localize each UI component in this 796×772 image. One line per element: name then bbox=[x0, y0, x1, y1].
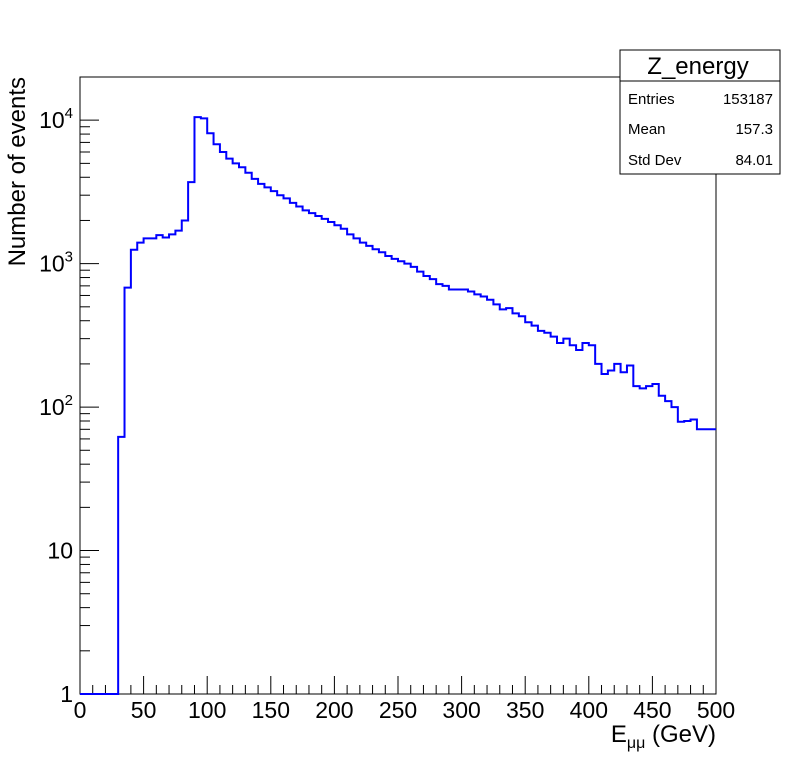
stats-entries-value: 153187 bbox=[723, 91, 773, 108]
x-tick-label: 300 bbox=[442, 697, 480, 723]
stats-stddev-value: 84.01 bbox=[735, 152, 773, 169]
stats-box: Z_energy Entries 153187 Mean 157.3 Std D… bbox=[619, 49, 781, 175]
stats-box-title: Z_energy bbox=[647, 53, 748, 80]
x-tick-label: 350 bbox=[506, 697, 544, 723]
x-tick-label: 100 bbox=[188, 697, 226, 723]
x-axis-ticks bbox=[79, 676, 717, 694]
y-axis-ticks bbox=[80, 76, 99, 695]
x-tick-label: 400 bbox=[570, 697, 608, 723]
x-axis-title: Eμμ (GeV) bbox=[611, 721, 716, 752]
x-tick-label: 450 bbox=[633, 697, 671, 723]
stats-entries-label: Entries bbox=[628, 91, 675, 108]
y-tick-label: 104 bbox=[39, 105, 73, 133]
y-tick-label: 102 bbox=[39, 392, 73, 420]
stats-mean-label: Mean bbox=[628, 121, 666, 138]
x-tick-label: 0 bbox=[74, 697, 87, 723]
y-axis-title: Number of events bbox=[4, 77, 31, 266]
x-tick-label: 50 bbox=[131, 697, 157, 723]
stats-stddev-label: Std Dev bbox=[628, 152, 682, 169]
x-tick-label: 250 bbox=[379, 697, 417, 723]
x-tick-label: 150 bbox=[252, 697, 290, 723]
x-tick-label: 500 bbox=[697, 697, 735, 723]
y-tick-label: 103 bbox=[39, 249, 73, 277]
x-axis-tick-labels: 0 50 100 150 200 250 300 350 400 450 500 bbox=[74, 697, 736, 723]
histogram-series-line bbox=[80, 116, 716, 695]
x-tick-label: 200 bbox=[315, 697, 353, 723]
y-axis-tick-labels: 1 10 102 103 104 bbox=[39, 105, 73, 707]
y-tick-label: 1 bbox=[60, 681, 73, 707]
y-tick-label: 10 bbox=[47, 538, 73, 564]
stats-mean-value: 157.3 bbox=[735, 121, 773, 138]
